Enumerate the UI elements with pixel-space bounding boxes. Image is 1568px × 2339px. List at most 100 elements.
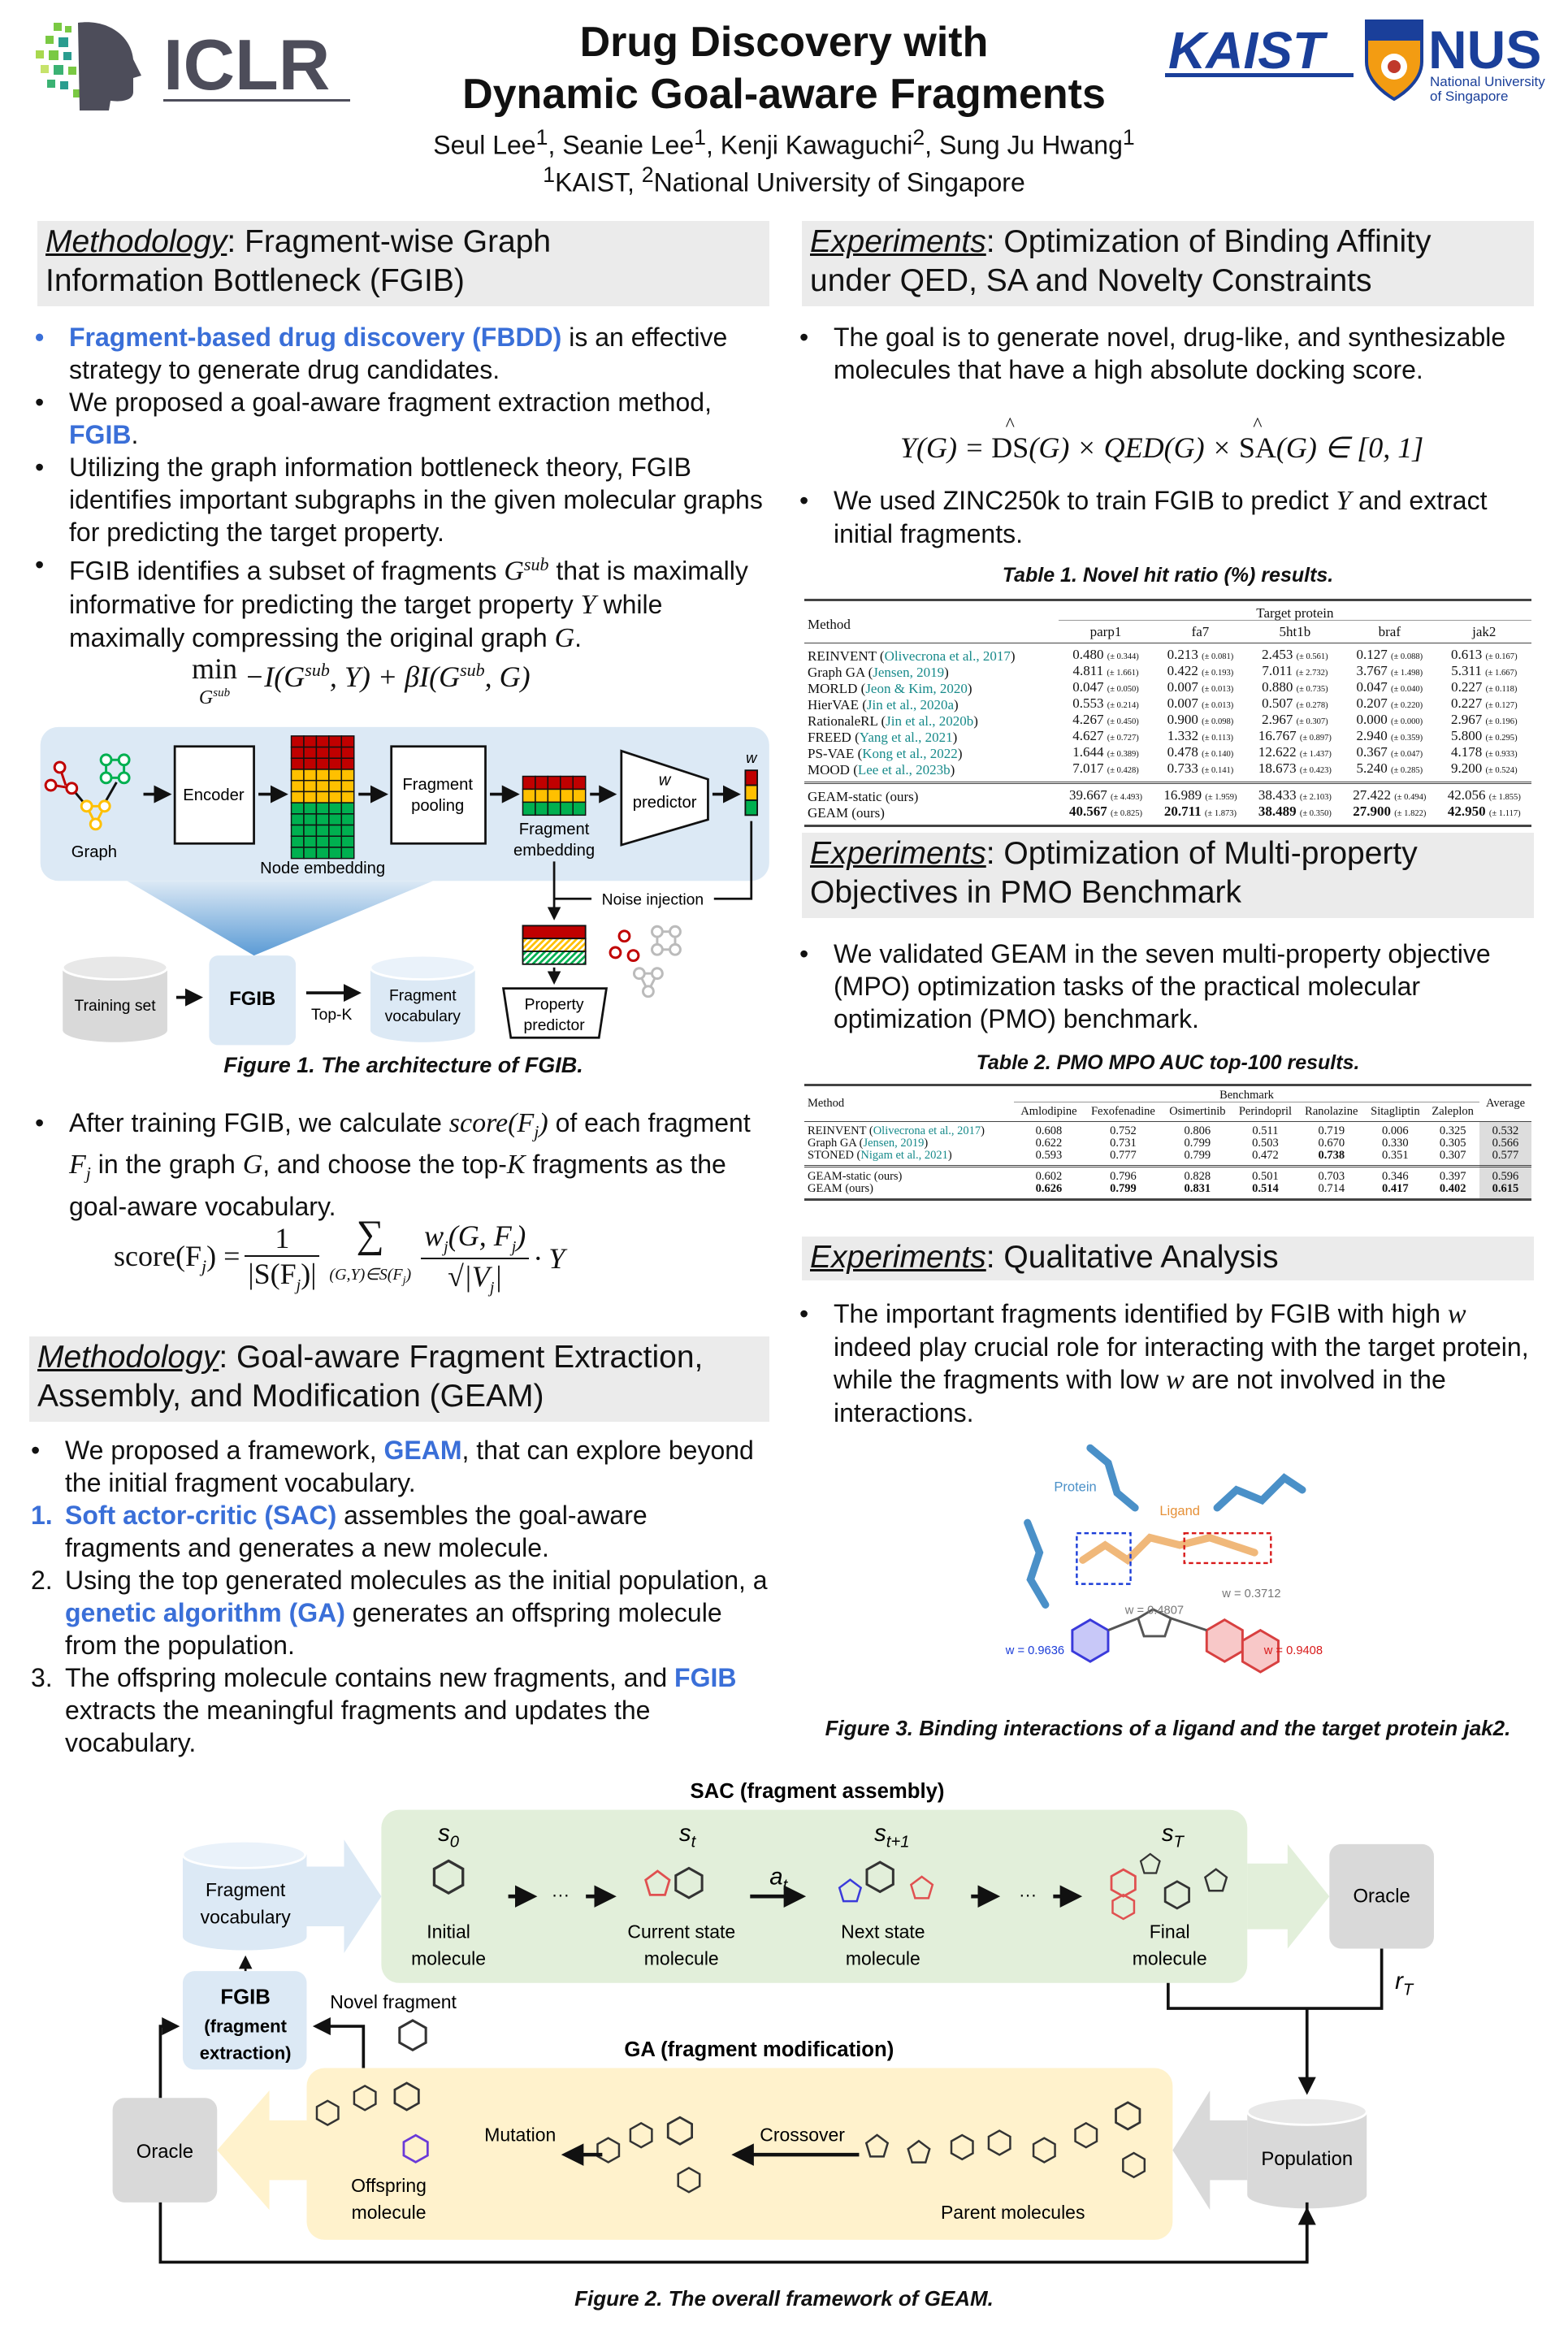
table-value: 0.305 [1439, 1137, 1466, 1150]
table-std: (± 1.437) [1299, 750, 1332, 759]
formula-part: w [424, 1219, 444, 1253]
caption-text: The architecture of FGIB. [314, 1053, 583, 1077]
highlighted-term: FGIB [69, 420, 132, 449]
symbol-sub: 0 [450, 1834, 460, 1852]
state-symbols: s0 st st+1 sT at rT [438, 1820, 1414, 1999]
flow-lines [158, 1948, 1384, 2264]
table-value-cell: 0.007 (± 0.013) [1153, 680, 1247, 696]
bullet-marker: • [799, 1299, 809, 1328]
table-value: 0.831 [1184, 1182, 1211, 1195]
embedding-cell [547, 801, 561, 816]
ligand-2d-structure [1071, 1608, 1280, 1674]
bullet-marker: • [799, 323, 809, 352]
table-average-value: 0.532 [1492, 1124, 1519, 1137]
table-value: 0.307 [1439, 1149, 1466, 1162]
fragment-vocabulary-cylinder [181, 1839, 307, 1951]
table-value: 5.800 [1450, 728, 1483, 743]
table-value: 0.670 [1318, 1137, 1345, 1150]
table-value: 20.711 [1163, 803, 1202, 819]
fragment-pooling-label: Fragment [402, 776, 473, 794]
embedding-cell [560, 801, 574, 816]
embedding-cell [340, 847, 355, 860]
table-value-cell: 4.267 (± 0.450) [1059, 713, 1153, 729]
bullet-list-goal: • The goal is to generate novel, drug-lik… [799, 321, 1534, 386]
table-std: (± 0.047) [1391, 750, 1423, 759]
citation-link: Olivecrona et al., 2017 [884, 648, 1011, 664]
table-value-cell: 5.800 (± 0.295) [1437, 729, 1531, 745]
math-symbol: w [1447, 1299, 1466, 1329]
fragment-vocabulary-label: vocabulary [201, 1906, 292, 1927]
table-value: 0.472 [1252, 1149, 1279, 1162]
embedding-cell [572, 775, 587, 790]
table-header-row: Method Benchmark Average [804, 1085, 1531, 1110]
table-header-row: parp1 fa7 5ht1b braf jak2 [804, 621, 1531, 643]
bullet-text: assembles the goal-aware fragments and g… [65, 1501, 648, 1562]
table-std: (± 1.667) [1485, 669, 1518, 678]
embedding-cell [340, 746, 355, 760]
embedding-cell [315, 802, 330, 815]
embedding-cell [328, 824, 343, 837]
noise-line [713, 821, 753, 900]
table-std: (± 0.088) [1391, 652, 1423, 661]
table-value: 0.397 [1439, 1170, 1466, 1183]
table-value-cell: 0.799 [1163, 1150, 1232, 1167]
section-title: Information Bottleneck (FGIB) [45, 263, 465, 298]
formula-part: SA [1238, 431, 1276, 464]
table-value: 7.017 [1072, 760, 1104, 776]
table-value: 0.503 [1252, 1137, 1279, 1150]
table-value-cell: 5.240 (± 0.285) [1342, 761, 1436, 783]
table-2: Method Benchmark Average Amlodipine Fexofena… [804, 1084, 1531, 1201]
table-value-cell: 0.806 [1163, 1122, 1232, 1138]
table-value-cell: 16.767 (± 0.897) [1248, 729, 1342, 745]
formula-fragment-score: score(Fj) = 1 |S(Fj)| ∑ (G,Y)∈S(Fj) wj(G, … [114, 1215, 565, 1297]
high-w-box [1183, 1531, 1272, 1565]
embedding-cell [560, 788, 574, 803]
top-k-label: Top-K [311, 1007, 353, 1024]
vocab-to-sac-arrow [306, 1839, 382, 1954]
training-set-label: Training set [75, 998, 157, 1015]
method-name: Graph GA ( [808, 1137, 864, 1150]
embedding-cell [535, 788, 549, 803]
table-std: (± 0.141) [1202, 766, 1234, 775]
table-value-cell: 0.670 [1298, 1137, 1364, 1150]
formula-sub: j [489, 1278, 495, 1297]
oracle-label: Oracle [1353, 1886, 1410, 1908]
fragment-vocabulary-label: vocabulary [385, 1008, 461, 1025]
method-name: REINVENT ( [808, 1124, 873, 1137]
table-method-cell: GEAM (ours) [804, 804, 1059, 826]
noisy-embedding-grid [522, 925, 587, 965]
table-value: 0.207 [1356, 695, 1388, 711]
table-value-cell: 0.007 (± 0.013) [1153, 696, 1247, 713]
table-1-novel-hit-ratio: Method Target protein parp1 fa7 5ht1b braf jak… [804, 599, 1531, 827]
symbol-sub: t [691, 1834, 697, 1852]
svg-text:st: st [679, 1820, 697, 1851]
table-value: 0.007 [1167, 695, 1198, 711]
table-std: (± 4.493) [1110, 793, 1143, 802]
table-value: 0.047 [1356, 679, 1388, 695]
embedding-cell [290, 835, 305, 848]
table-header-method: Method [808, 1097, 845, 1110]
embedding-cell [340, 802, 355, 815]
table-value-cell: 1.644 (± 0.389) [1059, 745, 1153, 761]
math-symbol: F [69, 1150, 86, 1180]
table-std: (± 0.450) [1107, 717, 1139, 726]
table-value-cell: 0.351 [1364, 1150, 1426, 1167]
embedding-cell [315, 769, 330, 782]
table-value-cell: 0.622 [1014, 1137, 1084, 1150]
citation-link: Kong et al., 2022 [862, 745, 958, 761]
citation-link: Jin et al., 2020a [866, 696, 955, 713]
protein-residue-sticks [1024, 1444, 1306, 1609]
fgib-cone [127, 881, 434, 956]
encoder-label: Encoder [183, 786, 245, 804]
caption-label: Table 1. [1002, 564, 1077, 587]
embedding-cell [290, 813, 305, 826]
formula-sum: ∑ [356, 1213, 384, 1256]
table-value-cell: 27.900 (± 1.822) [1342, 804, 1436, 826]
bullet-item: • The important fragments identified by F… [799, 1297, 1534, 1429]
fgib-label: FGIB [220, 1986, 270, 2009]
bullet-item: 1. Soft actor-critic (SAC) assembles the … [31, 1499, 769, 1564]
table-value-cell: 0.514 [1232, 1183, 1298, 1200]
table-column-header: Zaleplon [1432, 1105, 1474, 1118]
final-molecule-label: Final [1150, 1921, 1190, 1943]
table-row: GEAM (ours) 40.567 (± 0.825) 20.711 (± 1.8… [804, 804, 1531, 826]
